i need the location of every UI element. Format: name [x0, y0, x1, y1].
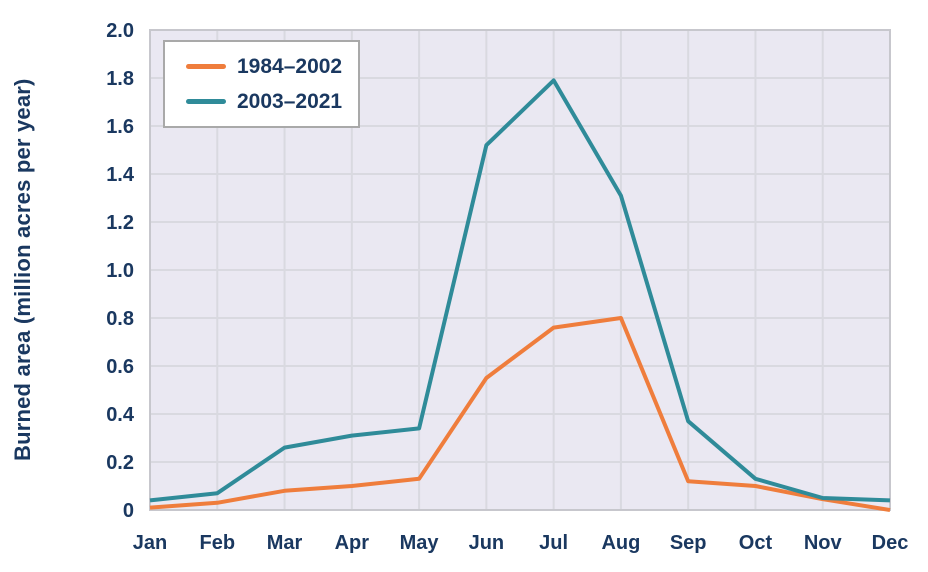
plot-border — [149, 29, 891, 511]
x-tick-label: May — [400, 532, 440, 554]
y-tick-label: 1.8 — [106, 68, 134, 90]
y-tick-label: 1.4 — [106, 164, 135, 186]
y-tick-label: 0.2 — [106, 452, 134, 474]
series-line-2003-2021 — [149, 78, 891, 503]
legend-label-2003-2021: 2003–2021 — [237, 90, 343, 113]
legend-item-2003-2021: 2003–2021 — [186, 91, 358, 112]
legend-item-1984-2002: 1984–2002 — [186, 56, 358, 77]
x-tick-label: Dec — [872, 532, 909, 554]
legend-swatch-2003-2021-icon — [186, 99, 226, 104]
legend: 1984–2002 2003–2021 — [163, 40, 360, 128]
x-tick-label: Sep — [670, 532, 707, 554]
x-tick-label: Mar — [267, 532, 303, 554]
y-tick-label: 0.4 — [106, 404, 135, 426]
x-tick-label: Jun — [469, 532, 505, 554]
x-tick-label: Jan — [133, 532, 167, 554]
y-tick-label: 0 — [123, 500, 134, 522]
y-tick-label: 0.6 — [106, 356, 134, 378]
x-tick-label: Nov — [804, 532, 843, 554]
legend-label-1984-2002: 1984–2002 — [237, 55, 343, 78]
y-tick-label: 1.6 — [106, 116, 134, 138]
x-tick-label: Aug — [601, 532, 640, 554]
x-tick-label: Feb — [199, 532, 235, 554]
x-tick-label: Jul — [539, 532, 568, 554]
x-tick-label: Oct — [739, 532, 773, 554]
y-tick-label: 1.0 — [106, 260, 134, 282]
y-tick-label: 0.8 — [106, 308, 134, 330]
legend-swatch-1984-2002-icon — [186, 64, 226, 69]
y-tick-label: 2.0 — [106, 20, 134, 42]
x-tick-label: Apr — [335, 532, 370, 554]
y-tick-label: 1.2 — [106, 212, 134, 234]
series-line-1984-2002 — [149, 316, 891, 512]
